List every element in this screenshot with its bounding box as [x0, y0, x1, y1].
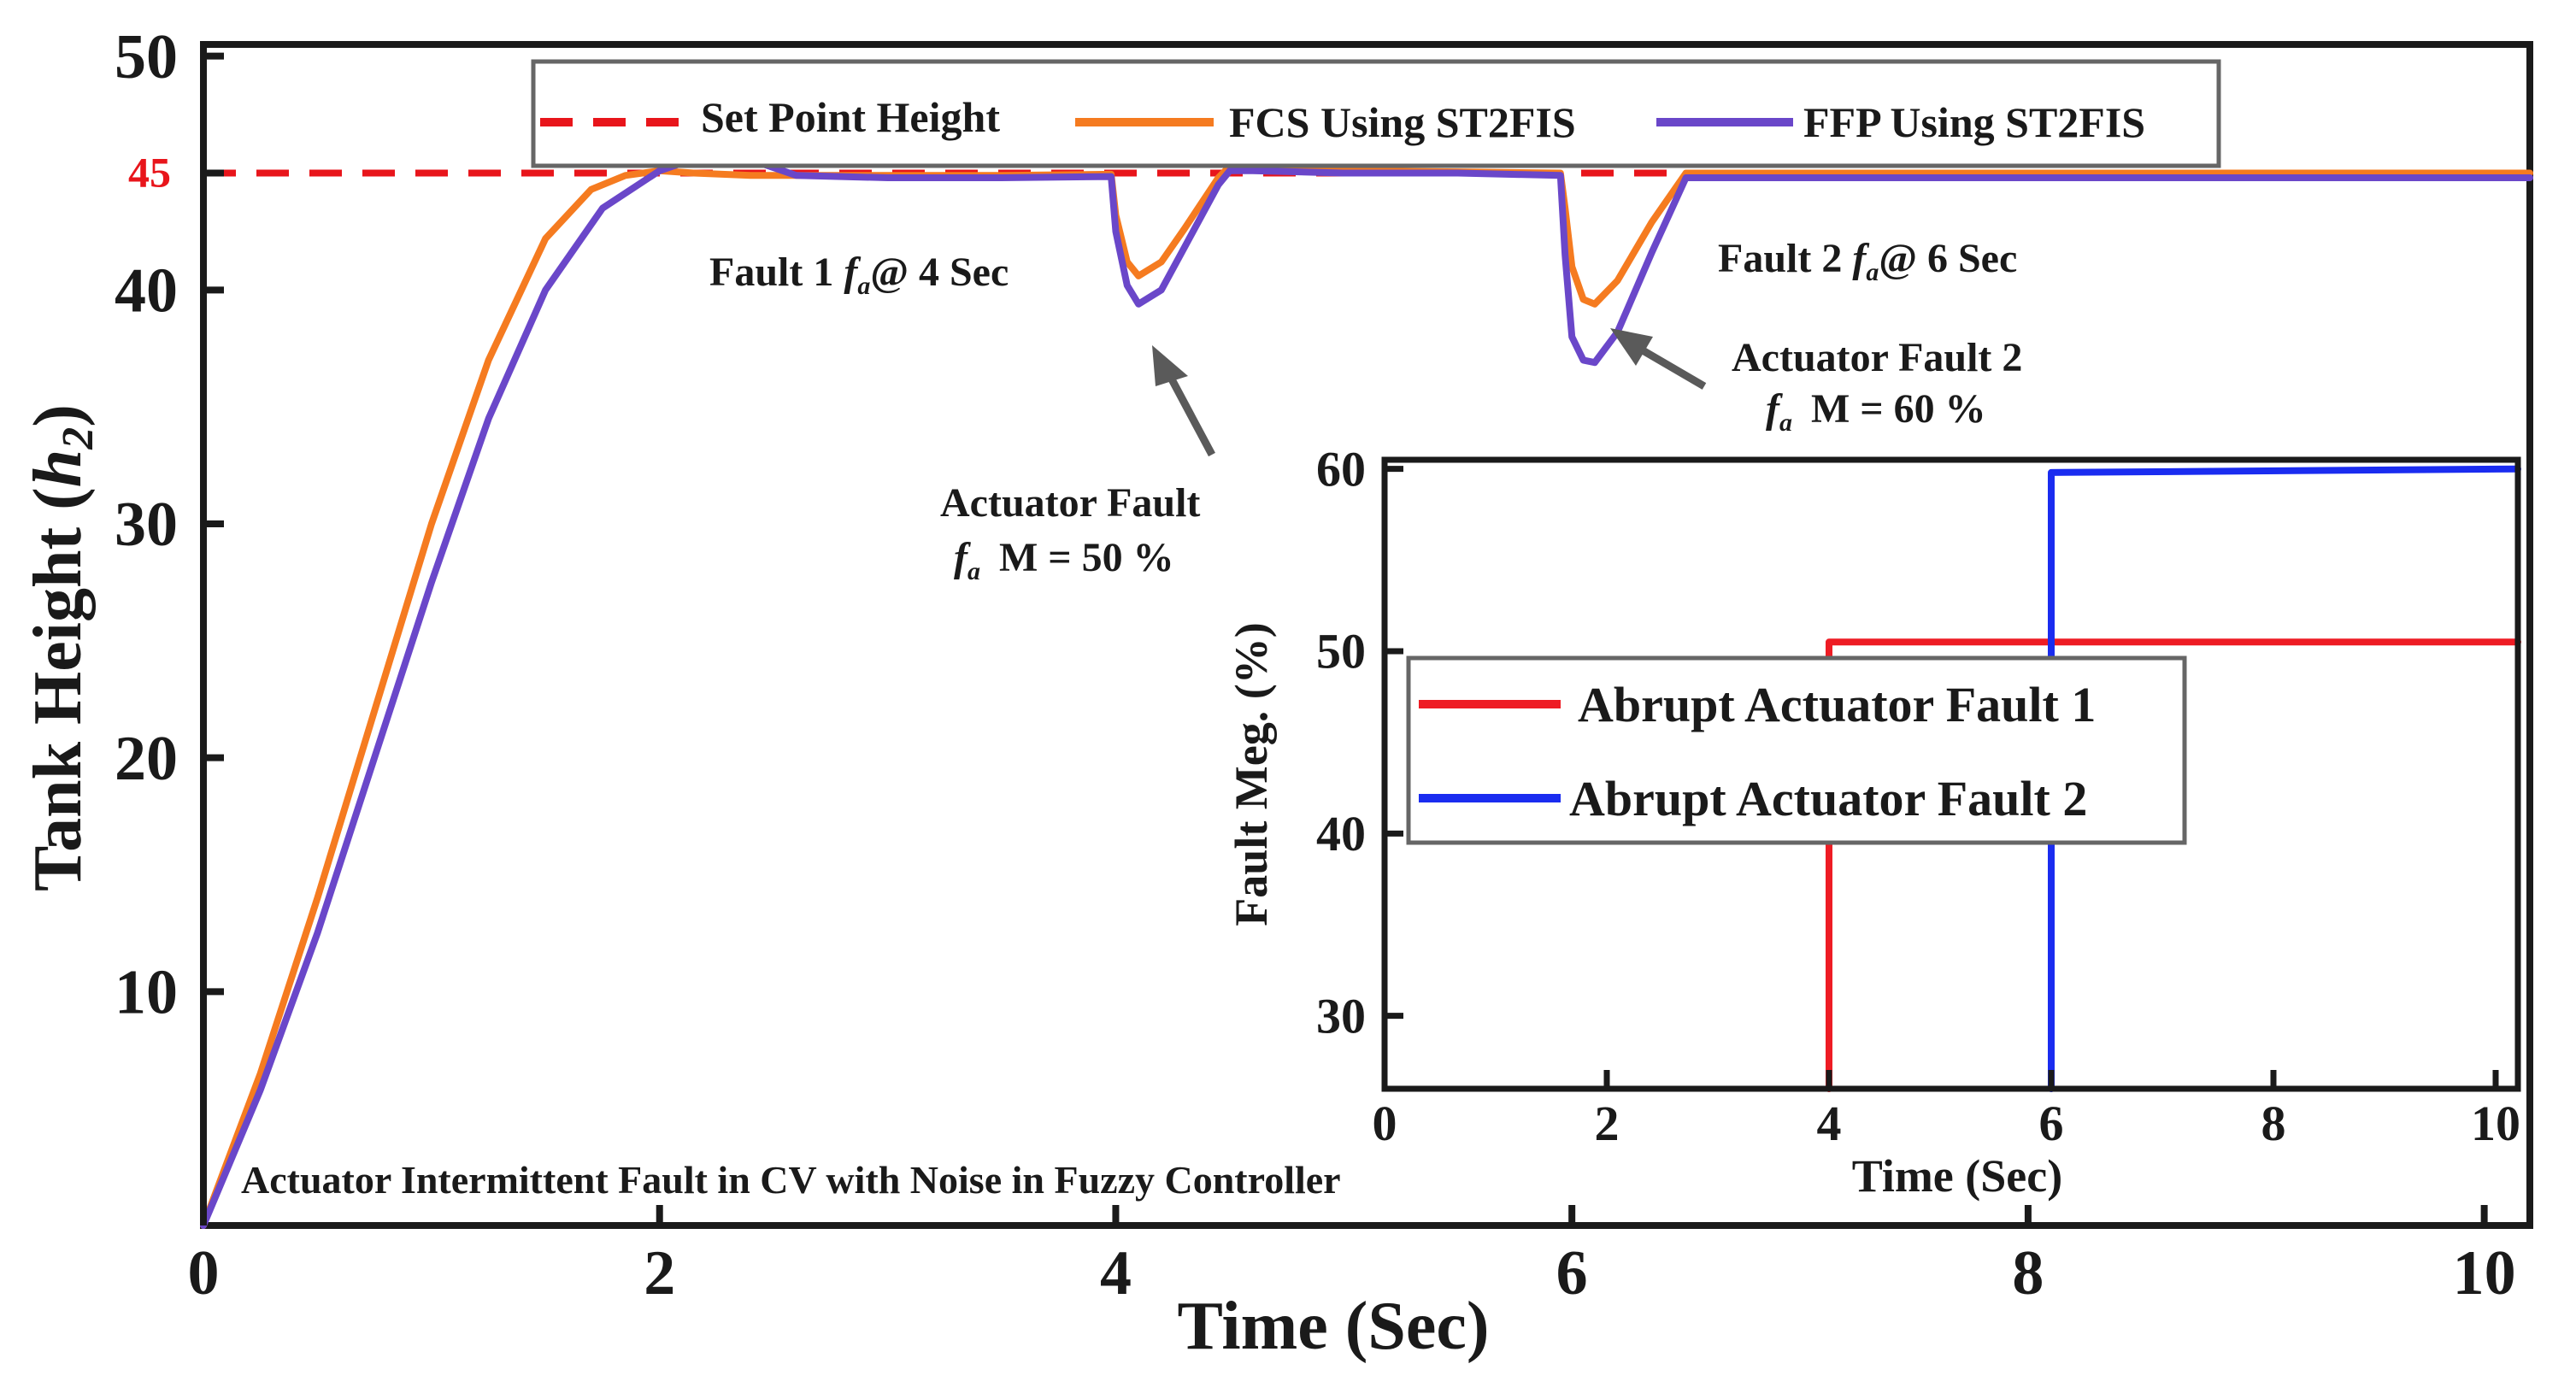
main-series-ffp-using-st2fis: [200, 150, 2533, 1229]
fault2-label: Fault 2 fa@ 6 Sec: [1718, 236, 2017, 286]
main-y-tick-label: 20: [115, 724, 178, 794]
inset-y-tick-label: 50: [1316, 624, 1366, 679]
fault1-label: Fault 1 fa@ 4 Sec: [709, 250, 1009, 300]
main-legend-box: [531, 59, 2221, 168]
inset-x-tick-label: 6: [2039, 1096, 2064, 1151]
arrow2-label-line1: Actuator Fault 2: [1732, 335, 2022, 380]
arrow-fault1: [1152, 345, 1215, 457]
inset-x-axis-label: Time (Sec): [1852, 1150, 2062, 1202]
arrow2-label-line2: fa M = 60 %: [1766, 386, 1986, 437]
inset-legend-box: [1406, 655, 2187, 845]
inset-y-tick-label: 40: [1316, 806, 1366, 861]
inset-legend-label-fault2: Abrupt Actuator Fault 2: [1569, 771, 2087, 826]
main-legend: Set Point Height FCS Using ST2FIS FFP Us…: [531, 59, 2221, 168]
main-y-tick-label: 40: [115, 256, 178, 326]
inset-y-axis-label: Fault Meg. (%): [1226, 622, 1277, 926]
inset-marks: [1826, 465, 2521, 1092]
main-plot-frame: [200, 41, 2533, 1229]
inset-legend-label-fault1: Abrupt Actuator Fault 1: [1578, 677, 2096, 732]
inset-x-tick-label: 4: [1817, 1096, 1842, 1151]
inset-chart: 0 2 4 6 8 10 30 40 50 60 Abrupt Actuator Fault 1 …: [1226, 441, 2521, 1202]
main-x-tick-label: 0: [188, 1238, 220, 1308]
main-x-tick-label: 8: [2012, 1238, 2044, 1308]
main-x-axis-label: Time (Sec): [1177, 1289, 1489, 1364]
inset-y-tick-label: 30: [1316, 988, 1366, 1043]
main-marks: [200, 150, 2533, 1229]
arrow1-label-line2: fa M = 50 %: [954, 535, 1174, 585]
inset-x-tick-label: 0: [1373, 1096, 1397, 1151]
main-y-tick-label: 50: [115, 22, 178, 92]
main-y-tick-label-highlight: 45: [128, 149, 171, 197]
bottom-note: Actuator Intermittent Fault in CV with N…: [241, 1158, 1341, 1202]
main-y-axis-label: Tank Height (h2): [21, 404, 103, 891]
inset-x-tick-label: 2: [1595, 1096, 1620, 1151]
arrow-fault2: [1610, 328, 1707, 390]
legend-label-fcs: FCS Using ST2FIS: [1229, 98, 1576, 146]
main-y-tick-label: 30: [115, 490, 178, 560]
main-x-tick-label: 10: [2453, 1238, 2516, 1308]
arrow1-label-line1: Actuator Fault: [940, 480, 1200, 526]
legend-label-setpoint: Set Point Height: [701, 93, 1000, 141]
main-x-tick-label: 4: [1100, 1238, 1132, 1308]
inset-legend: Abrupt Actuator Fault 1 Abrupt Actuator …: [1406, 655, 2187, 845]
inset-x-tick-label: 10: [2471, 1096, 2520, 1151]
inset-series-abrupt-actuator-fault-2: [2048, 465, 2521, 1092]
inset-series-abrupt-actuator-fault-1: [1826, 638, 2521, 1092]
legend-label-ffp: FFP Using ST2FIS: [1803, 98, 2145, 146]
inset-x-tick-label: 8: [2261, 1096, 2286, 1151]
main-x-tick-label: 6: [1556, 1238, 1588, 1308]
inset-plot-frame: [1381, 456, 2521, 1092]
main-series-fcs-using-st2fis: [200, 162, 2533, 1229]
inset-y-tick-label: 60: [1316, 441, 1366, 497]
main-y-tick-label: 10: [115, 957, 178, 1027]
main-x-tick-label: 2: [644, 1238, 675, 1308]
inset-ticks: 0 2 4 6 8 10 30 40 50 60: [1316, 441, 2520, 1151]
